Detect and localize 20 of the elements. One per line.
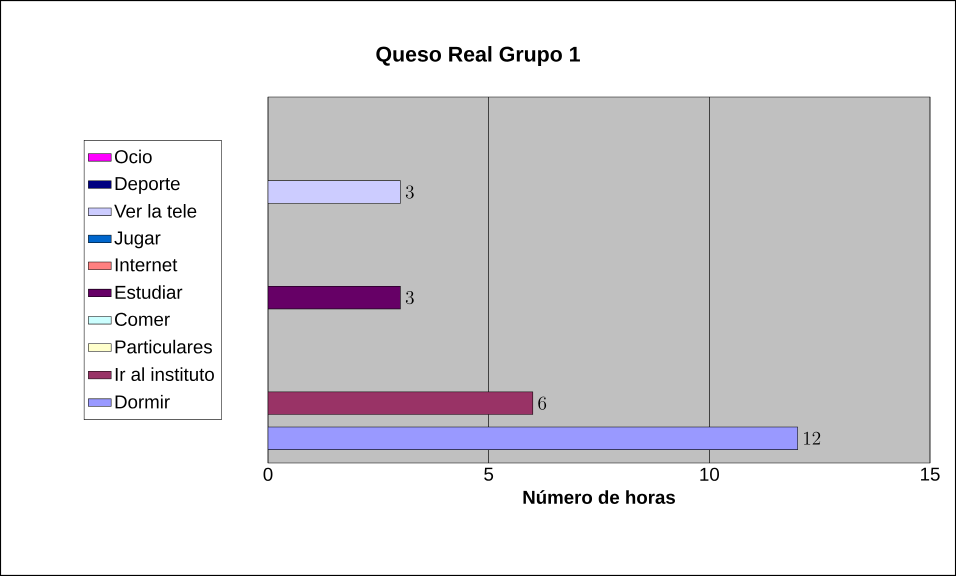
legend-label: Ocio — [114, 150, 152, 164]
legend-label: Internet — [116, 258, 178, 272]
x-tick-label: 15 — [921, 468, 940, 481]
legend-label: Particulares — [116, 340, 212, 354]
legend-label: Jugar — [114, 232, 160, 248]
data-label: 12 — [804, 432, 820, 445]
legend-label: Ir al instituto — [116, 367, 214, 382]
x-axis-title: Número de horas — [524, 490, 675, 504]
legend-label: Estudiar — [116, 285, 182, 299]
data-label: 3 — [406, 291, 414, 304]
x-tick-label: 0 — [264, 468, 272, 481]
legend-label: Ver la tele — [114, 204, 196, 218]
x-tick-label: 5 — [484, 468, 494, 481]
data-label: 6 — [538, 396, 546, 410]
x-tick-label: 10 — [700, 468, 719, 481]
legend-label: Deporte — [116, 177, 180, 194]
chart-title: Queso Real Grupo 1 — [376, 46, 580, 66]
data-label: 3 — [406, 185, 414, 199]
legend-label: Comer — [115, 312, 170, 326]
legend-label: Dormir — [116, 394, 170, 409]
